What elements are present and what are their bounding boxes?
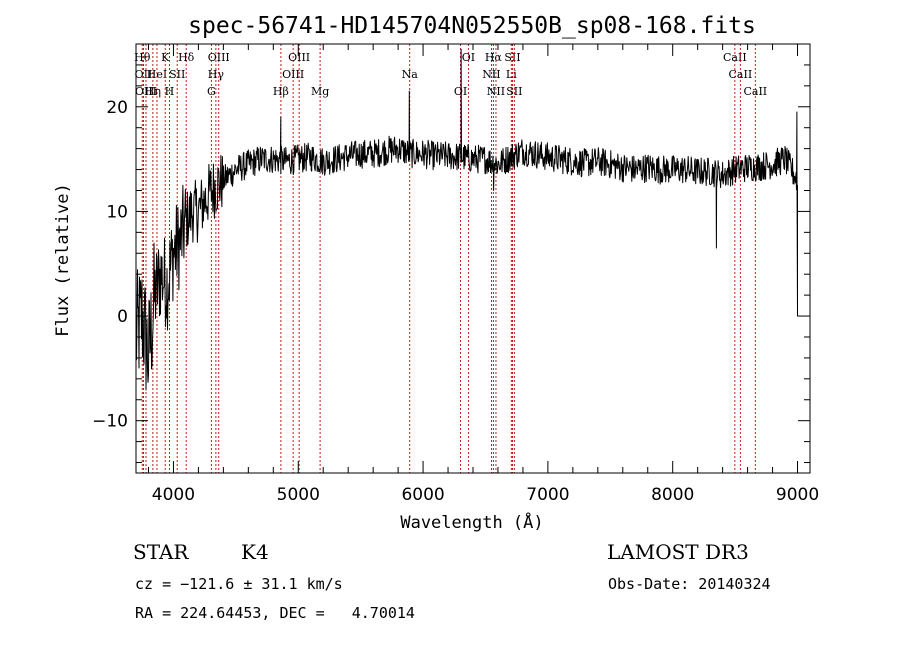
spectral-line-label: CaII (743, 85, 767, 98)
spectral-line-label: NII (482, 68, 500, 81)
spectral-line-label: HeI (147, 68, 167, 81)
spectral-line-label: OII (135, 68, 153, 81)
spectrum-layer (135, 48, 798, 391)
x-tick-label: 9000 (776, 485, 819, 505)
spectral-line-label: Hδ (178, 51, 195, 64)
y-tick-label: −10 (92, 412, 128, 432)
spectral-line-label: G (207, 85, 216, 98)
spectral-line-label: Hθ (134, 51, 151, 64)
spectrum-series-line (135, 48, 798, 391)
spectral-line-label: K (161, 51, 170, 64)
x-tick-label: 5000 (277, 485, 320, 505)
coordinates: RA = 224.64453, DEC = 4.70014 (135, 604, 415, 622)
spectral-line-label: SII (504, 51, 520, 64)
y-axis-label: Flux (relative) (53, 183, 73, 337)
y-tick-label: 0 (117, 307, 128, 327)
observation-date: Obs-Date: 20140324 (608, 575, 771, 593)
spectral-line-label: H (165, 85, 175, 98)
spectral-line-label: NII (487, 85, 505, 98)
spectral-line-label: OI (454, 85, 467, 98)
spectral-line-label: OI (462, 51, 475, 64)
spectral-line-label: OIII (282, 68, 304, 81)
spectral-line-label: CaII (723, 51, 747, 64)
plot-frame (135, 43, 811, 474)
x-tick-label: 4000 (152, 485, 195, 505)
x-tick-label: 6000 (401, 485, 444, 505)
spectral-line-label: OIII (135, 85, 157, 98)
object-subclass: K4 (241, 540, 269, 564)
spectral-line-label: Hα (485, 51, 503, 64)
x-axis-label: Wavelength (Å) (400, 511, 543, 533)
spectral-line-label: Na (402, 68, 419, 81)
spectral-line-label: OIII (288, 51, 310, 64)
spectral-line-label: Li (506, 68, 517, 81)
spectral-line-label: Hγ (208, 68, 225, 81)
spectral-line-label: SII (169, 68, 185, 81)
spectral-line-label: SII (506, 85, 522, 98)
spectral-line-label: Hη (145, 85, 161, 98)
redshift-velocity: cz = −121.6 ± 31.1 km/s (135, 575, 343, 593)
spectral-line-label: Hβ (273, 85, 289, 98)
object-class: STAR (133, 540, 189, 564)
spectral-line-label: OIII (208, 51, 230, 64)
axis-ticks-layer: 4000 5000 6000 7000 8000 9000 −10 0 10 20 (92, 43, 819, 505)
spectral-line-label: CaII (729, 68, 753, 81)
chart-title: spec-56741-HD145704N052550B_sp08-168.fit… (188, 13, 756, 39)
x-tick-label: 8000 (651, 485, 694, 505)
survey-name: LAMOST DR3 (607, 540, 749, 564)
spectral-lines-layer: HθOIIOIIIHηHeIKHSIIHδGHγOIIIHβOIIIOIIIMg… (134, 44, 767, 473)
y-tick-label: 20 (106, 98, 128, 118)
y-tick-label: 10 (106, 202, 128, 222)
spectral-line-label: Mg (311, 85, 329, 98)
x-tick-label: 7000 (526, 485, 569, 505)
